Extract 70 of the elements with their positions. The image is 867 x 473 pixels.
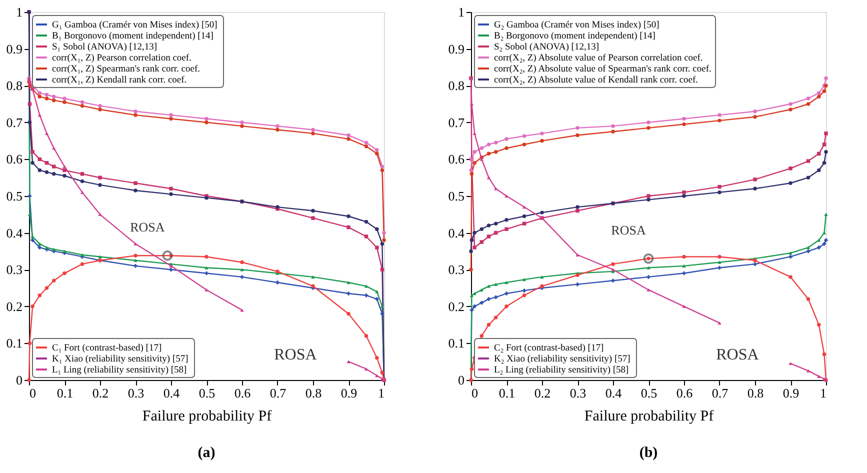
legend-label: L₁ Ling (reliability sensitivity) [58] bbox=[52, 366, 187, 376]
y-tick-label: 1 bbox=[16, 4, 22, 20]
x-tick-label: 1 bbox=[820, 386, 826, 400]
x-tick-label: 0.3 bbox=[128, 386, 144, 400]
legend-label: corr(X₂, Z) Absolute value of Kendall rank corr. coef. bbox=[494, 76, 698, 86]
y-tick-label: 0.9 bbox=[448, 41, 464, 56]
x-axis-title: Failure probability Pf bbox=[142, 408, 272, 424]
legend-label: B₁ Borgonovo (moment independent) [14] bbox=[52, 32, 214, 42]
x-axis-title: Failure probability Pf bbox=[584, 408, 714, 424]
legend-label: C₁ Fort (contrast-based) [17] bbox=[52, 344, 162, 354]
legend-label: corr(X₁, Z) Spearman's rank corr. coef. bbox=[52, 64, 200, 74]
legend-label: corr(X₁, Z) Kendall rank corr. coef. bbox=[52, 76, 187, 86]
legend-label: C₂ Fort (contrast-based) [17] bbox=[494, 344, 604, 354]
text: (b) bbox=[639, 445, 658, 461]
y-tick-label: 0.6 bbox=[448, 152, 465, 167]
annotation: ROSA bbox=[611, 222, 646, 238]
x-tick-label: 0.8 bbox=[305, 386, 322, 400]
x-tick-label: 0.7 bbox=[712, 386, 729, 400]
annotation: ROSA bbox=[716, 346, 760, 364]
y-tick-label: 0.8 bbox=[448, 78, 464, 94]
legend-label: B₂ Borgonovo (moment independent) [14] bbox=[494, 32, 656, 42]
x-tick-label: 0.6 bbox=[234, 386, 252, 400]
x-tick-label: 0 bbox=[472, 386, 478, 400]
y-tick-label: 0.7 bbox=[6, 114, 23, 130]
legend-label: corr(X₂, Z) Absolute value of Pearson correlation coef. bbox=[494, 54, 703, 64]
y-tick-label: 0.1 bbox=[448, 336, 464, 351]
y-tick-label: 0.3 bbox=[448, 262, 464, 278]
text: (a) bbox=[198, 445, 216, 461]
y-tick-label: 0.5 bbox=[448, 188, 464, 204]
legend-label: corr(X₁, Z) Pearson correlation coef. bbox=[52, 54, 192, 64]
y-tick-label: 0.2 bbox=[6, 298, 22, 314]
x-tick-label: 0.4 bbox=[605, 386, 622, 400]
x-tick-label: 0.2 bbox=[534, 386, 551, 400]
x-tick-label: 0.4 bbox=[163, 386, 180, 400]
x-tick-label: 0.1 bbox=[498, 386, 516, 400]
annotation: ROSA bbox=[130, 220, 166, 235]
legend-label: S₁ Sobol (ANOVA) [12,13] bbox=[52, 42, 158, 52]
x-tick-label: 0.5 bbox=[198, 386, 216, 400]
y-tick-label: 0.1 bbox=[6, 336, 22, 351]
annotation: ROSA bbox=[274, 346, 318, 364]
legend-label: corr(X₂, Z) Absolute value of Spearman's rank corr. coef. bbox=[494, 64, 712, 74]
legend-label: G₂ Gamboa (Cramér von Mises index) [50] bbox=[494, 20, 660, 30]
y-tick-label: 0.2 bbox=[448, 298, 464, 314]
legend-label: L₂ Ling (reliability sensitivity) [58] bbox=[494, 366, 629, 376]
x-tick-label: 0.8 bbox=[747, 386, 764, 400]
legend-label: G₁ Gamboa (Cramér von Mises index) [50] bbox=[52, 20, 218, 30]
y-tick-label: 0.3 bbox=[6, 262, 22, 278]
y-tick-label: 0.8 bbox=[6, 78, 22, 94]
y-tick-label: 0.4 bbox=[448, 225, 465, 240]
x-tick-label: 0.6 bbox=[676, 386, 694, 400]
legend-label: K₁ Xiao (reliability sensitivity) [57] bbox=[52, 354, 188, 364]
y-tick-label: 0.6 bbox=[6, 152, 23, 167]
x-tick-label: 0.1 bbox=[56, 386, 74, 400]
x-tick-label: 0.9 bbox=[340, 386, 358, 400]
y-tick-label: 0.9 bbox=[6, 41, 22, 56]
x-tick-label: 1 bbox=[378, 386, 384, 400]
y-tick-label: 0.4 bbox=[6, 225, 23, 240]
x-tick-label: 0.7 bbox=[270, 386, 287, 400]
x-tick-label: 0.9 bbox=[782, 386, 800, 400]
y-tick-label: 0.5 bbox=[6, 188, 22, 204]
y-tick-label: 1 bbox=[458, 4, 464, 20]
x-tick-label: 0.5 bbox=[640, 386, 658, 400]
x-tick-label: 0.3 bbox=[570, 386, 586, 400]
y-tick-label: 0.7 bbox=[448, 114, 465, 130]
y-tick-label: 0 bbox=[458, 372, 464, 388]
legend-label: S₂ Sobol (ANOVA) [12,13] bbox=[494, 42, 600, 52]
y-tick-label: 0 bbox=[16, 372, 22, 388]
legend-label: K₂ Xiao (reliability sensitivity) [57] bbox=[494, 354, 630, 364]
x-tick-label: 0.2 bbox=[92, 386, 109, 400]
x-tick-label: 0 bbox=[30, 386, 36, 400]
